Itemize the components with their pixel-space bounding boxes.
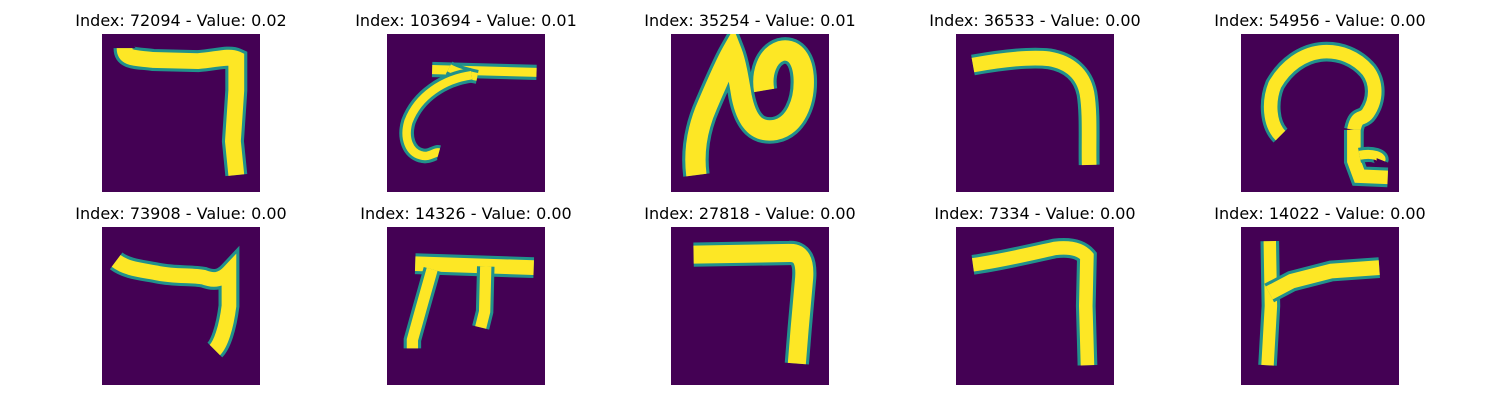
panel-title: Index: 7334 - Value: 0.00 <box>934 204 1136 223</box>
glyph-stroke <box>1347 129 1388 185</box>
glyph-stroke <box>414 256 534 275</box>
glyph-stroke <box>1358 149 1386 162</box>
glyph-stroke <box>1265 260 1380 300</box>
digit-panel: Index: 27818 - Value: 0.00 <box>600 203 900 393</box>
glyph-stroke <box>475 266 492 329</box>
panel-title: Index: 35254 - Value: 0.01 <box>644 11 856 30</box>
panel-title: Index: 14022 - Value: 0.00 <box>1214 204 1426 223</box>
digit-panel: Index: 54956 - Value: 0.00 <box>1170 10 1470 200</box>
panel-title: Index: 36533 - Value: 0.00 <box>929 11 1141 30</box>
digit-panel: Index: 103694 - Value: 0.01 <box>316 10 616 200</box>
panel-title: Index: 103694 - Value: 0.01 <box>355 11 577 30</box>
digit-image <box>956 227 1114 385</box>
digit-panel: Index: 7334 - Value: 0.00 <box>885 203 1185 393</box>
digit-image <box>1241 227 1399 385</box>
digit-image <box>1241 34 1399 192</box>
digit-image <box>671 34 829 192</box>
panel-title: Index: 72094 - Value: 0.02 <box>75 11 287 30</box>
glyph-stroke <box>406 267 438 349</box>
panel-title: Index: 54956 - Value: 0.00 <box>1214 11 1426 30</box>
digit-panel: Index: 72094 - Value: 0.02 <box>31 10 331 200</box>
digit-image <box>387 227 545 385</box>
glyph-stroke <box>971 241 1095 366</box>
panel-title: Index: 14326 - Value: 0.00 <box>360 204 572 223</box>
digit-panel: Index: 35254 - Value: 0.01 <box>600 10 900 200</box>
panel-title: Index: 73908 - Value: 0.00 <box>75 204 287 223</box>
digit-image <box>387 34 545 192</box>
glyph-stroke <box>693 243 814 365</box>
glyph-stroke <box>116 47 245 176</box>
digit-panel: Index: 73908 - Value: 0.00 <box>31 203 331 393</box>
digit-panel: Index: 14022 - Value: 0.00 <box>1170 203 1470 393</box>
glyph-stroke <box>1263 44 1382 141</box>
glyph-stroke <box>111 253 237 356</box>
glyph-stroke <box>402 71 473 161</box>
digit-image <box>102 34 260 192</box>
glyph-stroke <box>685 34 814 177</box>
digit-panel: Index: 36533 - Value: 0.00 <box>885 10 1185 200</box>
digit-panel: Index: 14326 - Value: 0.00 <box>316 203 616 393</box>
glyph-stroke <box>1261 240 1278 366</box>
digit-image <box>102 227 260 385</box>
digit-image <box>671 227 829 385</box>
panel-title: Index: 27818 - Value: 0.00 <box>644 204 856 223</box>
image-background <box>387 227 545 385</box>
glyph-stroke <box>971 50 1097 166</box>
digit-image <box>956 34 1114 192</box>
